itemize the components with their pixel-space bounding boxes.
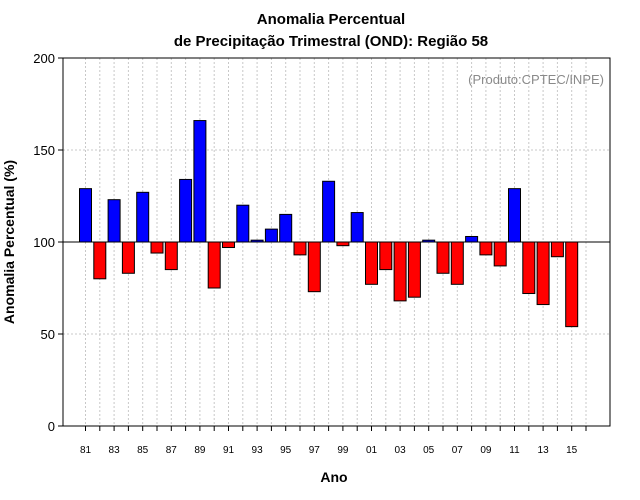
bar-94 xyxy=(264,228,278,243)
x-tick-label: 97 xyxy=(309,445,321,456)
bar-95 xyxy=(279,213,293,243)
bar-09 xyxy=(479,241,493,256)
bar-05 xyxy=(422,239,436,243)
bar-89 xyxy=(193,120,207,243)
bar-87 xyxy=(164,241,178,271)
bar-97 xyxy=(307,241,321,293)
x-tick-label: 15 xyxy=(566,445,578,456)
bar-11 xyxy=(508,188,521,243)
x-axis-label: Ano xyxy=(320,469,347,485)
source-note: (Produto:CPTEC/INPE) xyxy=(468,72,604,87)
x-tick-label: 99 xyxy=(337,445,349,456)
bar-01 xyxy=(365,241,378,285)
bar-84 xyxy=(121,241,135,274)
y-tick-label: 100 xyxy=(33,235,55,250)
y-tick-label: 0 xyxy=(48,419,55,434)
bar-04 xyxy=(407,241,421,298)
x-tick-label: 89 xyxy=(194,445,206,456)
bar-85 xyxy=(136,191,150,243)
bar-91 xyxy=(222,241,235,249)
x-tick-label: 03 xyxy=(395,445,407,456)
bar-83 xyxy=(107,199,121,243)
y-tick-label: 150 xyxy=(33,143,55,158)
bar-06 xyxy=(436,241,450,274)
y-tick-label: 50 xyxy=(41,327,55,342)
bar-02 xyxy=(379,241,393,271)
y-axis-label: Anomalia Percentual (%) xyxy=(1,160,17,324)
y-tick-label: 200 xyxy=(33,51,55,66)
x-tick-label: 83 xyxy=(109,445,121,456)
chart-subtitle: de Precipitação Trimestral (OND): Região… xyxy=(174,33,488,50)
bar-13 xyxy=(536,241,550,306)
x-tick-label: 09 xyxy=(480,445,492,456)
bar-92 xyxy=(236,204,250,243)
bar-98 xyxy=(322,180,336,243)
x-tick-label: 85 xyxy=(137,445,149,456)
bars xyxy=(79,120,579,328)
x-axis-ticks: 81 83 85 87 89 91 93 95 97 99 01 03 05 07 09 11 13 15 xyxy=(80,426,587,456)
x-tick-label: 87 xyxy=(166,445,178,456)
bar-00 xyxy=(350,212,364,243)
x-tick-label: 91 xyxy=(223,445,235,456)
bar-14 xyxy=(550,241,564,258)
bar-15 xyxy=(565,241,579,328)
bar-86 xyxy=(150,241,164,254)
bar-12 xyxy=(522,241,536,295)
x-tick-label: 13 xyxy=(538,445,550,456)
x-tick-label: 81 xyxy=(80,445,92,456)
x-tick-label: 95 xyxy=(280,445,292,456)
x-tick-label: 93 xyxy=(252,445,264,456)
bar-90 xyxy=(207,241,221,289)
bar-93 xyxy=(250,239,264,243)
bar-99 xyxy=(336,241,350,247)
bar-88 xyxy=(179,178,193,243)
bar-07 xyxy=(450,241,464,285)
bar-81 xyxy=(79,188,92,243)
bar-82 xyxy=(93,241,107,280)
x-tick-label: 11 xyxy=(509,445,520,456)
x-tick-label: 07 xyxy=(452,445,464,456)
bar-10 xyxy=(493,241,507,267)
bar-96 xyxy=(293,241,307,256)
x-tick-label: 01 xyxy=(366,445,378,456)
bar-03 xyxy=(393,241,407,302)
chart-title: Anomalia Percentual xyxy=(257,11,405,28)
x-tick-label: 05 xyxy=(423,445,435,456)
bar-08 xyxy=(465,235,479,243)
y-axis-ticks: 0 50 100 150 200 xyxy=(33,51,63,434)
